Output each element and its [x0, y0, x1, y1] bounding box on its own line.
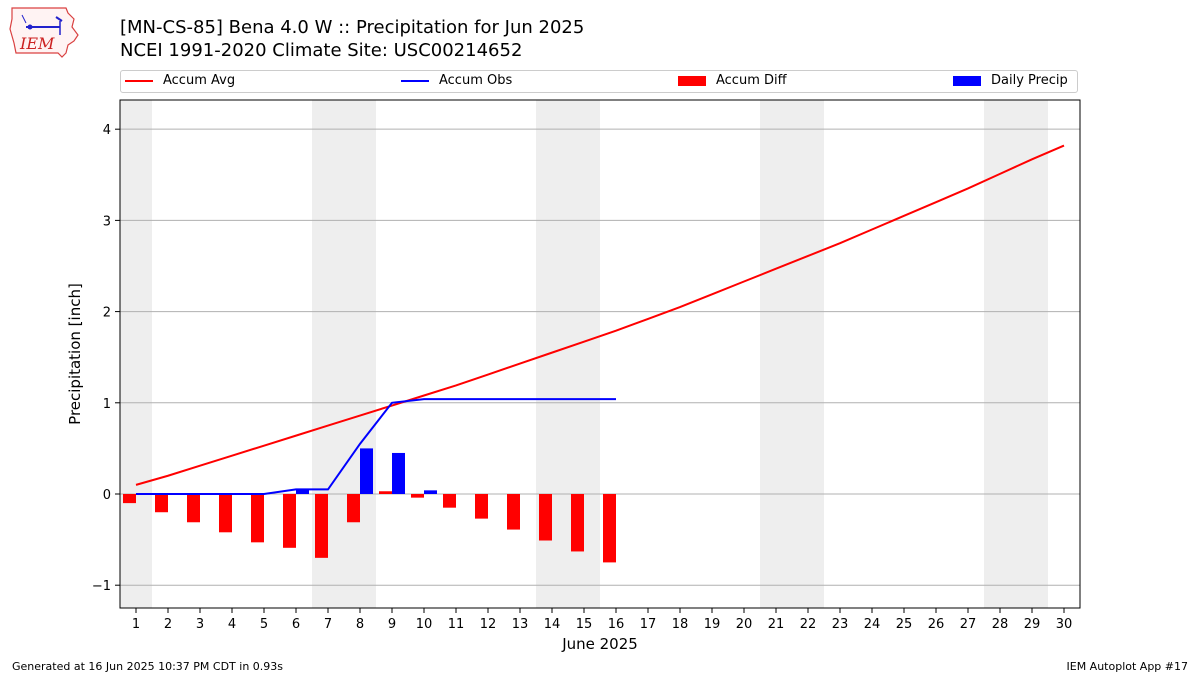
accum-obs-line	[136, 398, 616, 495]
weekend-band-4	[760, 100, 824, 608]
x-tick-label-17: 17	[640, 617, 657, 632]
x-tick-label-30: 30	[1056, 617, 1073, 632]
x-tick-label-6: 6	[292, 617, 300, 632]
daily-precip-bar-8	[360, 448, 373, 494]
legend-label-accum-diff: Accum Diff	[716, 73, 787, 88]
accum-diff-bar-16	[603, 493, 616, 563]
x-tick-label-25: 25	[896, 617, 913, 632]
x-tick-label-21: 21	[768, 617, 785, 632]
x-tick-label-20: 20	[736, 617, 753, 632]
x-tick-label-28: 28	[992, 617, 1009, 632]
x-tick-label-8: 8	[356, 617, 364, 632]
x-tick-label-16: 16	[608, 617, 625, 632]
x-tick-label-7: 7	[324, 617, 332, 632]
x-tick-label-9: 9	[388, 617, 396, 632]
x-tick-label-26: 26	[928, 617, 945, 632]
accum-diff-bar-4	[219, 493, 232, 533]
x-tick-label-5: 5	[260, 617, 268, 632]
x-tick-label-18: 18	[672, 617, 689, 632]
chart-subtitle: NCEI 1991-2020 Climate Site: USC00214652	[120, 40, 523, 61]
x-tick-label-27: 27	[960, 617, 977, 632]
x-tick-label-10: 10	[416, 617, 433, 632]
x-tick-label-13: 13	[512, 617, 529, 632]
daily-precip-bar-10	[424, 490, 437, 494]
x-tick-label-11: 11	[448, 617, 465, 632]
accum-diff-bar-7	[315, 493, 328, 558]
footer-app: IEM Autoplot App #17	[1066, 660, 1189, 673]
x-tick-label-12: 12	[480, 617, 497, 632]
y-tick-label-4: 4	[103, 123, 111, 138]
accum-diff-bar-8	[347, 493, 360, 523]
x-tick-label-1: 1	[132, 617, 140, 632]
iem-logo: IEM	[9, 7, 79, 58]
accum-diff-bar-3	[187, 493, 200, 523]
y-tick-label-3: 3	[103, 214, 111, 229]
accum-diff-bar-11	[443, 493, 456, 508]
x-tick-label-23: 23	[832, 617, 849, 632]
legend-label-daily-precip: Daily Precip	[991, 73, 1068, 88]
legend-swatch-accum-obs	[401, 79, 429, 82]
x-tick-label-24: 24	[864, 617, 881, 632]
x-axis-ticks: 1 2 3 4 5 6 7 8 9 10 11 12 13 14 15 16 17 18 19 20 21 22 23 24 2…	[132, 608, 1072, 632]
accum-diff-bar-2	[155, 493, 168, 513]
legend-item-accum-diff: Accum Diff	[678, 73, 787, 88]
x-tick-label-4: 4	[228, 617, 236, 632]
x-tick-label-3: 3	[196, 617, 204, 632]
accum-diff-bar-1	[123, 493, 136, 504]
weekend-band-1	[120, 100, 152, 608]
daily-precip-bar-6	[296, 489, 309, 494]
series-lines	[135, 144, 1065, 495]
accum-diff-bar-9	[379, 491, 392, 494]
x-axis-label: June 2025	[561, 635, 638, 653]
legend-label-accum-avg: Accum Avg	[163, 73, 236, 88]
x-tick-label-2: 2	[164, 617, 172, 632]
logo-text: IEM	[19, 34, 55, 53]
plot-frame	[119, 99, 1081, 609]
accum-diff-bar-13	[507, 493, 520, 530]
x-tick-label-22: 22	[800, 617, 817, 632]
accum-diff-bar-6	[283, 493, 296, 548]
accum-diff-bar-12	[475, 493, 488, 519]
x-tick-label-14: 14	[544, 617, 561, 632]
accum-diff-bar-5	[251, 493, 264, 543]
y-axis-label: Precipitation [inch]	[66, 283, 84, 425]
legend-item-accum-obs: Accum Obs	[401, 73, 512, 88]
y-axis-ticks: −1 0 1 2 3 4	[92, 123, 120, 594]
x-tick-label-19: 19	[704, 617, 721, 632]
accum-avg-line	[135, 144, 1065, 486]
legend-swatch-accum-avg	[125, 79, 153, 82]
y-tick-label-2: 2	[103, 306, 111, 321]
y-tick-label--1: −1	[92, 579, 111, 594]
legend-swatch-daily-precip	[953, 75, 981, 86]
legend-label-accum-obs: Accum Obs	[439, 73, 513, 88]
daily-precip-bars	[296, 448, 437, 494]
weekend-band-5	[984, 100, 1048, 608]
x-tick-label-15: 15	[576, 617, 593, 632]
legend-item-accum-avg: Accum Avg	[125, 73, 235, 88]
y-tick-label-1: 1	[103, 397, 111, 412]
chart-title: [MN-CS-85] Bena 4.0 W :: Precipitation f…	[120, 17, 585, 38]
legend-item-daily-precip: Daily Precip	[953, 73, 1068, 88]
footer-generated: Generated at 16 Jun 2025 10:37 PM CDT in…	[12, 660, 284, 673]
legend-swatch-accum-diff	[678, 75, 706, 86]
weekend-shading	[120, 100, 1048, 608]
accum-diff-bar-14	[539, 493, 552, 541]
accum-diff-bars	[123, 491, 616, 563]
grid-lines	[120, 128, 1080, 586]
daily-precip-bar-9	[392, 452, 405, 494]
x-tick-label-29: 29	[1024, 617, 1041, 632]
accum-diff-bar-10	[411, 493, 424, 498]
accum-diff-bar-15	[571, 493, 584, 552]
y-tick-label-0: 0	[103, 488, 111, 503]
legend: Accum Avg Accum Obs Accum Diff Daily Pre…	[120, 70, 1078, 93]
